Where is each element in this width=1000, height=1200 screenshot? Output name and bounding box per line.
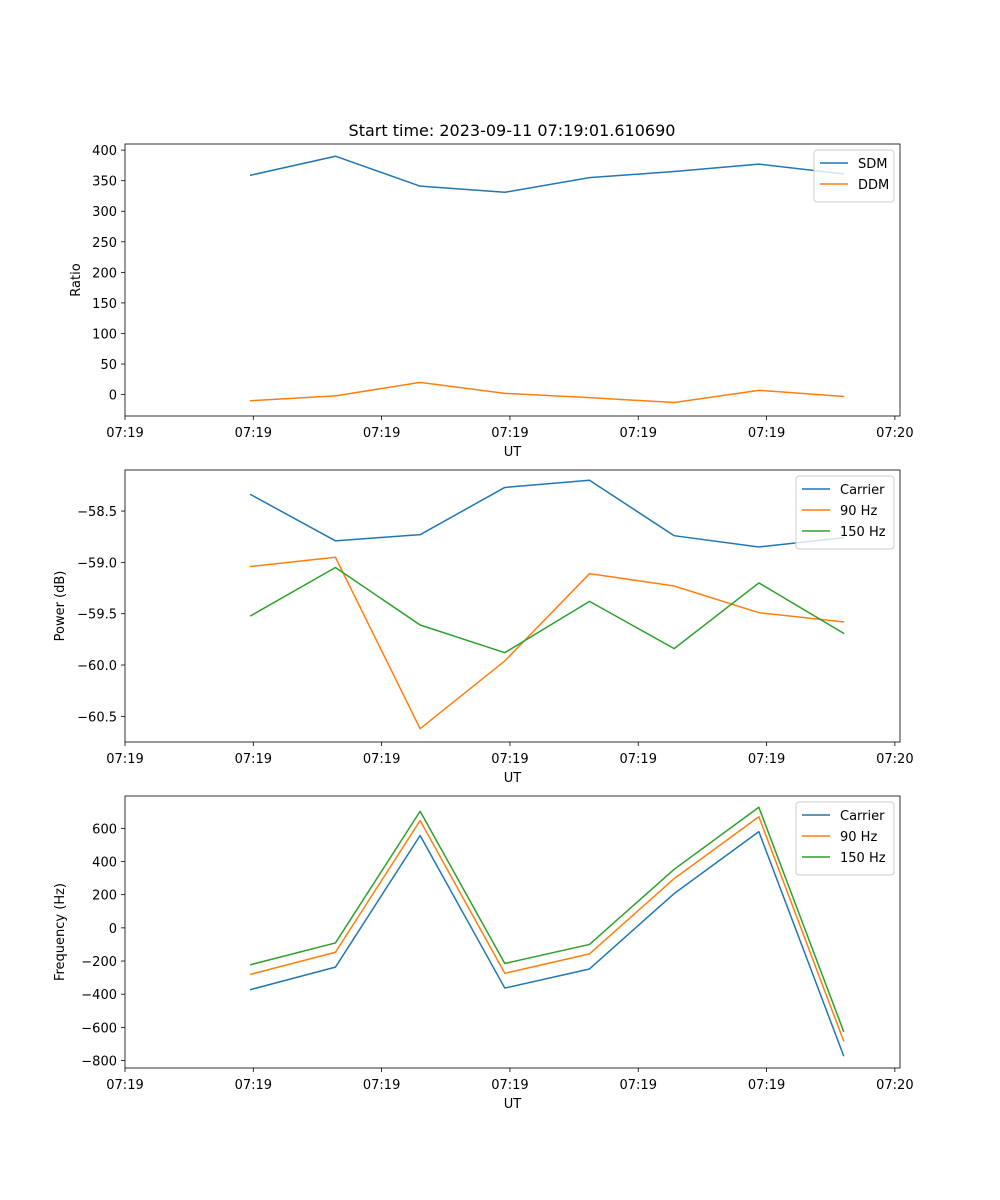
legend-label: 150 Hz: [840, 525, 886, 540]
y-tick-label: −800: [81, 1055, 117, 1070]
subplot-2: 07:19 07:19 07:19 07:19 07:19 07:19 07:20 −60.5…: [53, 469, 914, 786]
x-axis-label: UT: [504, 445, 522, 460]
axes-frame: [124, 795, 901, 1069]
subplots: 07:19 07:19 07:19 07:19 07:19 07:19 07:20 0 50 10…: [53, 143, 914, 1112]
x-tick-label: 07:20: [876, 752, 913, 767]
y-tick-label: 300: [92, 205, 117, 220]
legend: Carrier 90 Hz 150 Hz: [795, 475, 895, 550]
x-tick-label: 07:19: [106, 752, 143, 767]
y-tick-label: −600: [81, 1021, 117, 1036]
legend-label: 90 Hz: [840, 504, 877, 519]
x-tick-label: 07:19: [106, 1078, 143, 1093]
y-tick-label: −60.5: [77, 710, 117, 725]
x-tick-label: 07:19: [620, 752, 657, 767]
series-line-carrier: [249, 479, 845, 548]
axes-frame: [124, 469, 901, 743]
x-tick-label: 07:19: [491, 752, 528, 767]
x-tick-label: 07:19: [235, 426, 272, 441]
y-tick-label: −59.5: [77, 608, 117, 623]
x-tick-label: 07:19: [106, 426, 143, 441]
legend-label: Carrier: [840, 809, 885, 824]
x-tick-label: 07:19: [363, 426, 400, 441]
series-line-ddm: [249, 381, 845, 404]
y-tick-label: 400: [92, 144, 117, 159]
series-line-90-hz: [249, 815, 845, 1042]
x-tick-label: 07:19: [748, 752, 785, 767]
legend-label: SDM: [858, 157, 887, 172]
y-tick-label: 200: [92, 266, 117, 281]
figure-title: Start time: 2023-09-11 07:19:01.610690: [349, 121, 676, 140]
y-tick-label: 250: [92, 236, 117, 251]
series-line-150-hz: [249, 806, 845, 1033]
y-axis-label: Frequency (Hz): [53, 883, 68, 981]
x-tick-label: 07:19: [620, 426, 657, 441]
legend-label: Carrier: [840, 483, 885, 498]
y-tick-label: 0: [109, 922, 117, 937]
x-tick-label: 07:19: [235, 752, 272, 767]
y-axis-label: Ratio: [69, 263, 84, 296]
x-tick-label: 07:19: [748, 426, 785, 441]
x-tick-label: 07:19: [491, 1078, 528, 1093]
series-line-90-hz: [249, 556, 845, 730]
x-axis-label: UT: [504, 1097, 522, 1112]
subplot-3: 07:19 07:19 07:19 07:19 07:19 07:19 07:20 −800 −…: [53, 795, 914, 1112]
y-tick-label: −58.5: [77, 505, 117, 520]
x-tick-label: 07:19: [363, 752, 400, 767]
axes-frame: [124, 143, 901, 417]
subplot-1: 07:19 07:19 07:19 07:19 07:19 07:19 07:20 0 50 10…: [69, 143, 914, 460]
series-line-150-hz: [249, 566, 845, 654]
y-tick-label: −400: [81, 988, 117, 1003]
x-tick-label: 07:19: [748, 1078, 785, 1093]
y-tick-label: 50: [100, 358, 117, 373]
y-tick-label: 600: [92, 822, 117, 837]
y-tick-label: 0: [109, 389, 117, 404]
x-tick-label: 07:19: [491, 426, 528, 441]
x-axis-label: UT: [504, 771, 522, 786]
y-tick-label: 400: [92, 856, 117, 871]
y-tick-label: 150: [92, 297, 117, 312]
x-tick-label: 07:20: [876, 426, 913, 441]
x-tick-label: 07:19: [235, 1078, 272, 1093]
y-tick-label: −60.0: [77, 659, 117, 674]
y-tick-label: −200: [81, 955, 117, 970]
y-tick-label: −59.0: [77, 556, 117, 571]
series-line-sdm: [249, 155, 845, 194]
legend-label: 90 Hz: [840, 830, 877, 845]
y-tick-label: 100: [92, 327, 117, 342]
y-tick-label: 200: [92, 889, 117, 904]
series-line-carrier: [249, 830, 845, 1057]
legend-label: 150 Hz: [840, 851, 886, 866]
legend-label: DDM: [858, 178, 889, 193]
x-tick-label: 07:20: [876, 1078, 913, 1093]
x-tick-label: 07:19: [620, 1078, 657, 1093]
legend: Carrier 90 Hz 150 Hz: [795, 801, 895, 876]
legend: SDM DDM: [813, 149, 895, 203]
y-tick-label: 350: [92, 175, 117, 190]
x-tick-label: 07:19: [363, 1078, 400, 1093]
y-axis-label: Power (dB): [53, 571, 68, 642]
